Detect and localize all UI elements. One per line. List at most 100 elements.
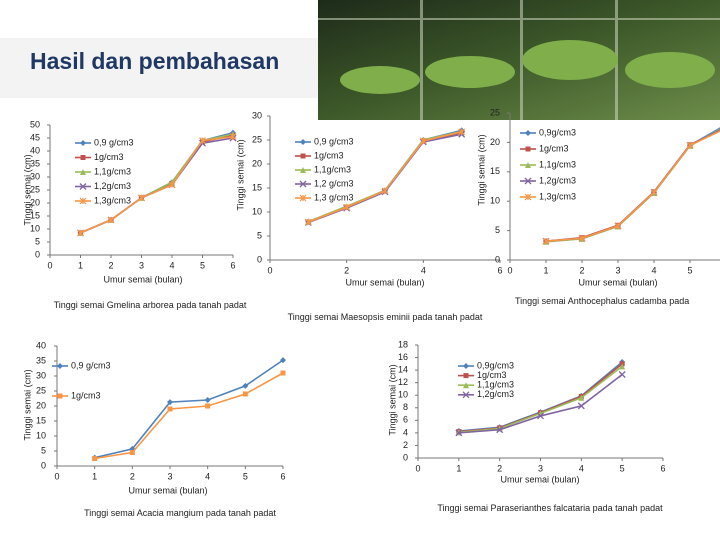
legend-label: 1,2 g/cm3 (314, 178, 354, 188)
marker (280, 370, 286, 376)
x-tick-label: 3 (139, 260, 144, 270)
y-tick-label: 6 (403, 415, 408, 425)
legend-label: 0,9 g/cm3 (71, 360, 111, 370)
x-tick-label: 4 (169, 260, 174, 270)
marker (129, 450, 135, 455)
legend-marker (80, 140, 86, 146)
y-tick-label: 5 (495, 225, 500, 235)
x-tick-label: 5 (620, 463, 625, 473)
legend-label: 1,3g/cm3 (94, 195, 131, 205)
legend-label: 1,3g/cm3 (539, 191, 576, 201)
marker (578, 234, 586, 242)
y-tick-label: 0 (41, 460, 46, 470)
marker (650, 188, 658, 196)
marker (92, 456, 98, 461)
marker (619, 363, 626, 370)
y-tick-label: 15 (30, 210, 40, 220)
chart-caption: Tinggi semai Maesopsis eminii pada tanah… (287, 312, 483, 322)
y-tick-label: 15 (36, 415, 46, 425)
y-tick-label: 35 (36, 355, 46, 365)
x-tick-label: 6 (280, 471, 285, 481)
chart: 0 5 10 15 20 25 0 1 2 3 4 5 Tinggi semai (cm) Umur se… (476, 107, 720, 287)
y-tick-label: 20 (490, 137, 500, 147)
y-tick-label: 12 (398, 377, 408, 387)
marker (455, 429, 463, 437)
y-tick-label: 10 (252, 206, 262, 216)
marker (304, 218, 312, 226)
legend-marker (79, 183, 87, 190)
marker (618, 371, 626, 378)
y-tick-label: 16 (398, 352, 408, 362)
marker (205, 403, 211, 409)
x-tick-label: 3 (538, 463, 543, 473)
y-tick-label: 5 (41, 445, 46, 455)
chart-caption: Tinggi semai Gmelina arborea pada tanah … (53, 300, 247, 310)
x-tick-label: 4 (651, 265, 656, 275)
y-axis-title: Tinggi semai (cm) (476, 134, 486, 205)
legend-label: 1g/cm3 (94, 152, 124, 162)
y-tick-label: 0 (403, 452, 408, 462)
x-axis-title: Umur semai (bulan) (128, 485, 207, 495)
y-tick-label: 18 (398, 339, 408, 349)
seedlings (340, 40, 715, 94)
x-tick-label: 0 (54, 471, 59, 481)
marker (542, 237, 550, 245)
legend-marker (80, 155, 86, 160)
x-tick-label: 4 (579, 463, 584, 473)
y-tick-label: 30 (30, 171, 40, 181)
legend-marker (299, 180, 307, 188)
marker (107, 216, 115, 224)
legend-label: 1g/cm3 (539, 143, 569, 153)
marker (577, 402, 585, 410)
legend-marker (462, 391, 470, 399)
marker (138, 194, 145, 202)
marker (578, 394, 585, 401)
legend-marker (463, 373, 469, 379)
legend-label: 0,9g/cm3 (539, 127, 576, 137)
y-tick-label: 50 (30, 119, 40, 129)
marker (496, 426, 504, 434)
y-tick-label: 40 (30, 145, 40, 155)
legend-label: 0,9 g/cm3 (314, 136, 354, 146)
x-axis-title: Umur semai (bulan) (500, 474, 579, 484)
slide-title: Hasil dan pembahasan (30, 48, 280, 74)
legend-label: 1,1g/cm3 (314, 164, 351, 174)
x-tick-label: 3 (167, 471, 172, 481)
x-tick-label: 1 (92, 471, 97, 481)
x-tick-label: 2 (497, 463, 502, 473)
legend-label: 1,3 g/cm3 (314, 192, 354, 202)
x-tick-label: 6 (230, 260, 235, 270)
y-tick-label: 20 (36, 400, 46, 410)
y-tick-label: 45 (30, 132, 40, 142)
legend-label: 0,9 g/cm3 (94, 137, 134, 147)
legend-marker (300, 153, 306, 159)
x-tick-label: 2 (579, 265, 584, 275)
y-tick-label: 14 (398, 364, 408, 374)
x-tick-label: 2 (108, 260, 113, 270)
marker (458, 128, 466, 136)
marker (167, 399, 173, 406)
x-tick-label: 0 (267, 265, 272, 275)
legend-marker (525, 130, 531, 136)
y-tick-label: 25 (490, 107, 500, 117)
y-tick-label: 15 (490, 166, 500, 176)
marker (199, 137, 206, 145)
y-tick-label: 20 (30, 197, 40, 207)
legend-label: 1,2g/cm3 (477, 389, 514, 399)
marker (381, 187, 389, 195)
x-tick-label: 0 (507, 265, 512, 275)
chart-caption: Tinggi semai Anthocephalus cadamba pada (515, 296, 690, 306)
marker (242, 382, 249, 389)
marker (537, 412, 544, 420)
y-tick-label: 20 (252, 158, 262, 168)
y-tick-label: 8 (403, 402, 408, 412)
y-tick-label: 30 (252, 110, 262, 120)
legend-label: 1g/cm3 (71, 390, 101, 400)
legend-label: 1g/cm3 (477, 370, 507, 380)
y-tick-label: 10 (36, 430, 46, 440)
marker (242, 391, 248, 397)
x-tick-label: 4 (205, 471, 210, 481)
x-tick-label: 4 (421, 265, 426, 275)
x-axis-title: Umur semai (bulan) (578, 277, 657, 287)
